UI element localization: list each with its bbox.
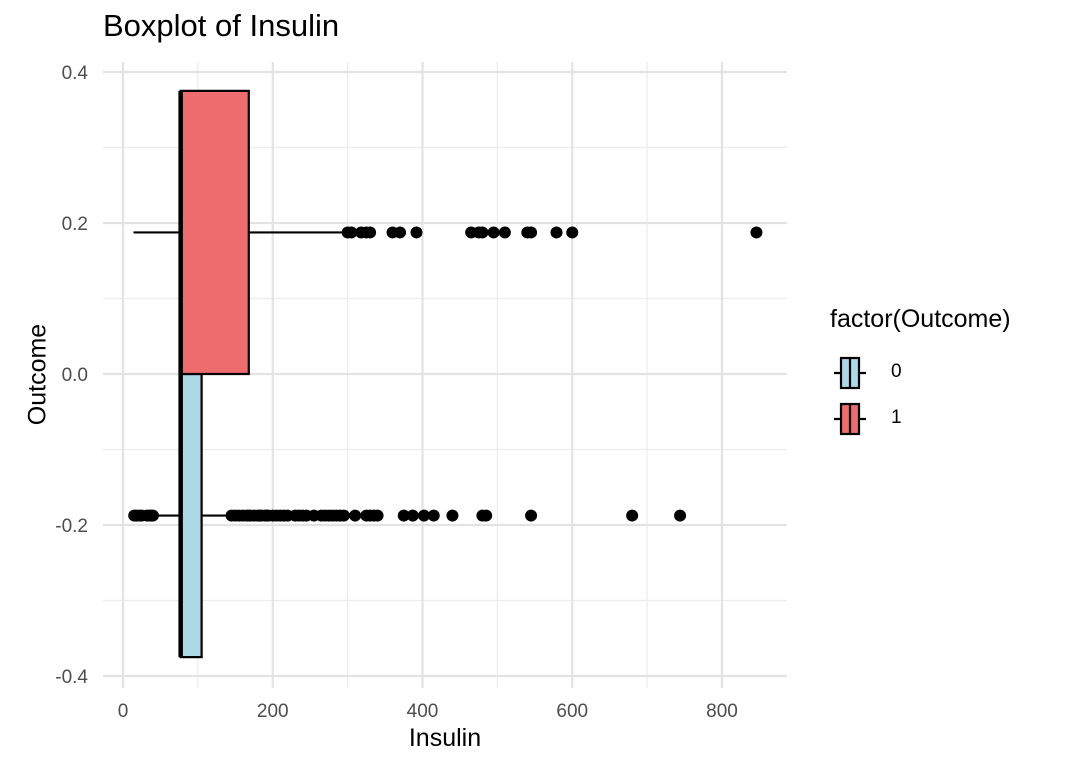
outlier-point-0 <box>337 509 350 522</box>
outlier-point-1 <box>566 226 579 239</box>
outlier-point-0 <box>525 509 538 522</box>
legend-key-0 <box>830 353 870 393</box>
legend-key-1 <box>830 399 870 439</box>
y-tick-label: 0.0 <box>62 365 88 386</box>
outlier-point-1 <box>394 226 407 239</box>
outlier-point-0 <box>417 509 430 522</box>
outlier-point-0 <box>397 509 410 522</box>
y-tick-label: 0.4 <box>62 63 89 84</box>
outlier-point-0 <box>480 509 493 522</box>
boxes-layer <box>133 89 343 659</box>
legend: factor(Outcome) 0 1 <box>830 305 1011 436</box>
outlier-point-0 <box>146 509 159 522</box>
outlier-point-1 <box>498 226 511 239</box>
x-tick-label: 0 <box>118 701 129 722</box>
chart-title: Boxplot of Insulin <box>103 8 340 43</box>
outlier-point-0 <box>349 509 362 522</box>
outlier-point-0 <box>674 509 687 522</box>
outlier-point-1 <box>364 226 377 239</box>
legend-title: factor(Outcome) <box>830 305 1011 333</box>
y-tick-label: -0.2 <box>55 516 88 537</box>
y-axis-label: Outcome <box>23 323 52 426</box>
outliers-layer <box>128 226 763 522</box>
outlier-point-0 <box>406 509 419 522</box>
legend-key-glyph-0 <box>834 356 866 390</box>
tick-labels: 0 200 400 600 800 0.4 0.2 0.0 -0.2 -0.4 <box>55 63 738 722</box>
x-tick-label: 800 <box>706 701 738 722</box>
legend-label-1: 1 <box>891 407 902 428</box>
legend-item-1: 1 <box>830 399 950 439</box>
y-tick-label: -0.4 <box>55 667 88 688</box>
x-tick-label: 400 <box>407 701 439 722</box>
box-1 <box>179 89 250 376</box>
legend-label-0: 0 <box>891 361 902 382</box>
x-tick-label: 600 <box>556 701 588 722</box>
outlier-point-1 <box>345 226 358 239</box>
outlier-point-0 <box>626 509 639 522</box>
y-tick-label: 0.2 <box>62 214 88 235</box>
x-tick-label: 200 <box>257 701 289 722</box>
box-0 <box>179 372 203 659</box>
outlier-point-1 <box>525 226 538 239</box>
outlier-point-1 <box>410 226 423 239</box>
outlier-point-1 <box>487 226 500 239</box>
outlier-point-0 <box>446 509 459 522</box>
outlier-point-0 <box>371 509 384 522</box>
legend-item-0: 0 <box>830 353 950 393</box>
x-axis-label: Insulin <box>408 724 482 752</box>
legend-key-glyph-1 <box>834 402 866 436</box>
outlier-point-1 <box>476 226 489 239</box>
outlier-point-1 <box>750 226 763 239</box>
outlier-point-0 <box>427 509 440 522</box>
outlier-point-1 <box>550 226 563 239</box>
